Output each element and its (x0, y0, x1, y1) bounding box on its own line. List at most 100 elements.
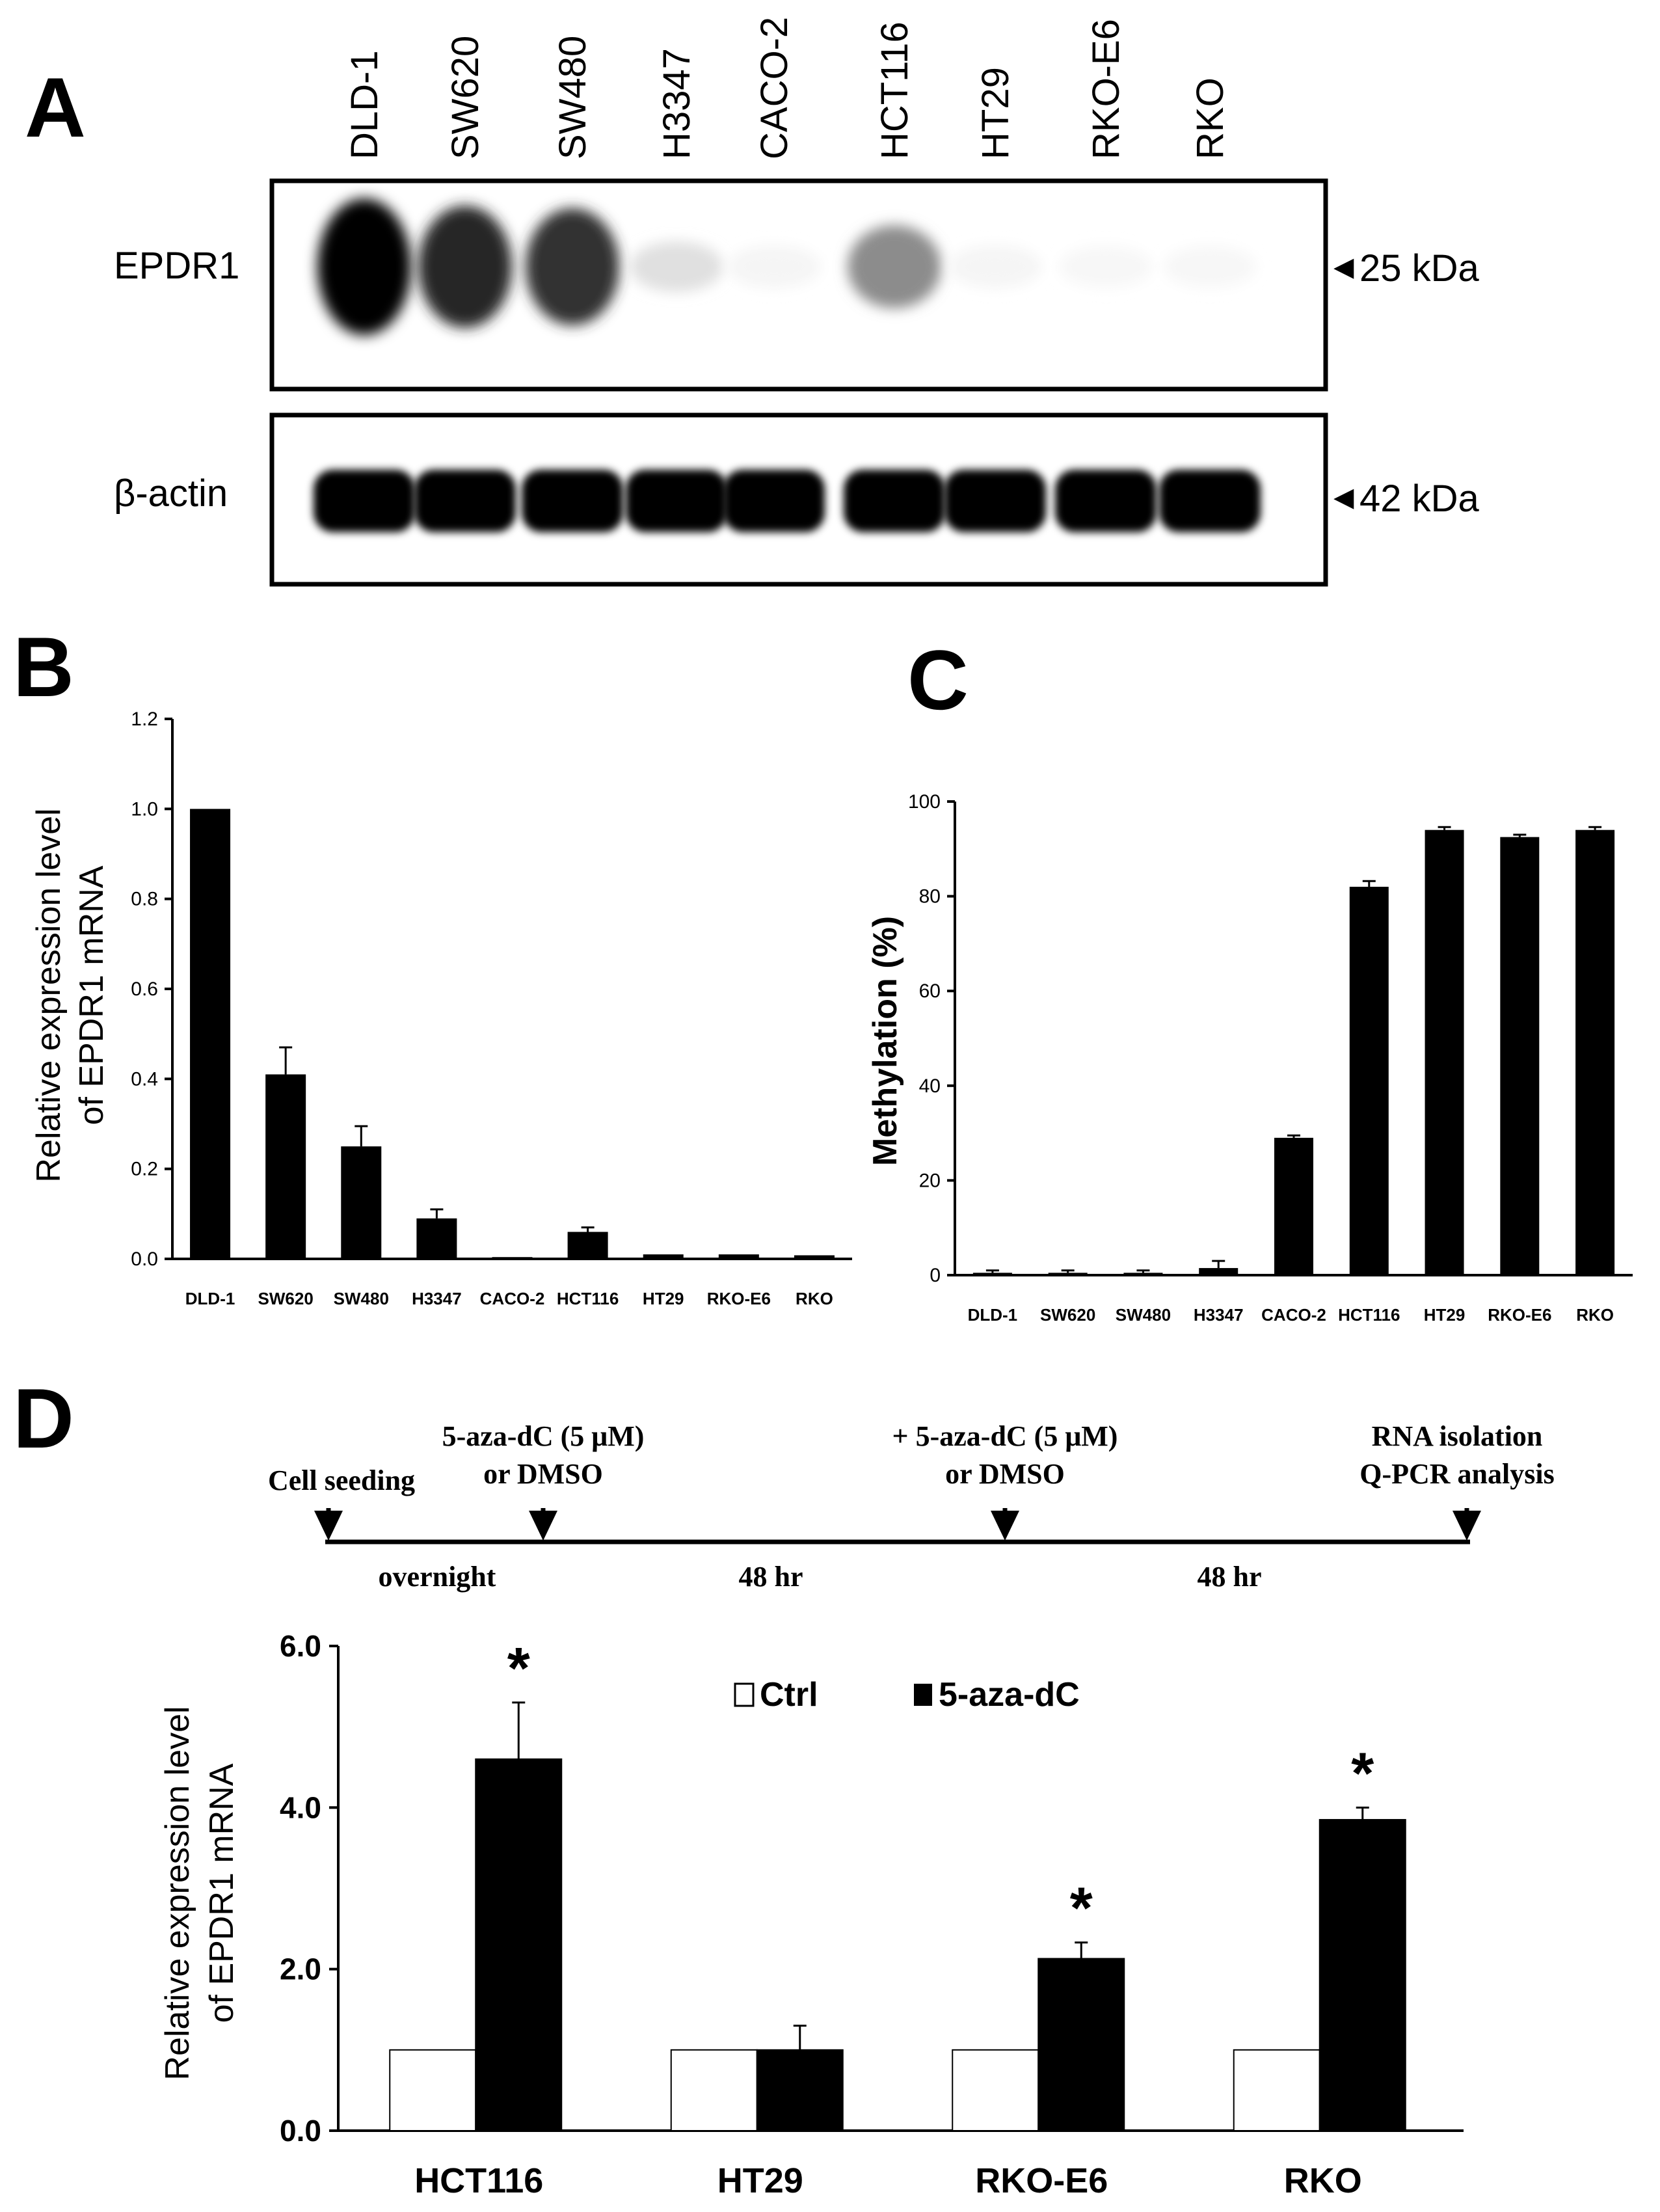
actin-label: β-actin (114, 472, 228, 515)
chart-c-xtick-caco-2: CACO-2 (1261, 1305, 1326, 1325)
chart-b-xtick-ht29: HT29 (643, 1289, 684, 1308)
chart-b-ytick-label: 1.0 (131, 798, 158, 820)
bar-b-ht29 (643, 1254, 684, 1259)
chart-c-ytick-label: 0 (930, 1265, 941, 1286)
epdr1-blot-panel (269, 178, 1328, 392)
bar-c-h3347 (1199, 1268, 1238, 1275)
bar-d-ctrl-rko-e6 (952, 2049, 1039, 2131)
timeline-arrow-icon-4 (1452, 1511, 1481, 1541)
legend: Ctrl 5-aza-dC (734, 1676, 1080, 1714)
chart-b-ytick-label: 0.2 (131, 1159, 158, 1180)
panel-label-c: C (907, 632, 969, 727)
chart-c-xtick-hct116: HCT116 (1338, 1305, 1400, 1325)
actin-marker: 42 kDa (1359, 478, 1480, 520)
timeline-interval-3: 48 hr (1198, 1561, 1262, 1593)
epdr1-band-sw620 (418, 206, 512, 328)
chart-b-ytick-label: 0.0 (131, 1248, 158, 1270)
chart-b-xtick-caco-2: CACO-2 (480, 1289, 545, 1308)
epdr1-band-h3347 (630, 241, 723, 292)
actin-band-sw620 (414, 470, 516, 532)
chart-c-xtick-sw620: SW620 (1040, 1305, 1095, 1325)
timeline-event-4-line-2: Q-PCR analysis (1359, 1458, 1554, 1490)
chart-c-ytick-label: 60 (919, 980, 941, 1002)
chart-d-ylabel-line2: of EPDR1 mRNA (203, 1763, 241, 2023)
bar-c-dld-1 (972, 1273, 1012, 1275)
chart-d-ytick-label: 0.0 (280, 2114, 321, 2148)
chart-b-xtick-rko-e6: RKO-E6 (707, 1289, 771, 1308)
legend-label-5-aza-dc: 5-aza-dC (939, 1676, 1080, 1714)
actin-band-caco-2 (723, 470, 825, 532)
chart-c-ytick-label: 100 (908, 791, 941, 813)
chart-b-ytick-label: 0.8 (131, 889, 158, 910)
lane-label-hct116: HCT116 (874, 21, 916, 159)
chart-c-xtick-dld-1: DLD-1 (968, 1305, 1018, 1325)
timeline-interval-1: overnight (379, 1561, 496, 1593)
panel-label-d: D (13, 1371, 74, 1466)
chart-d-xtick-hct116: HCT116 (414, 2161, 543, 2200)
epdr1-band-rko-e6 (1059, 245, 1153, 288)
chart-d-ytick-label: 6.0 (280, 1629, 321, 1663)
chart-b-xtick-h3347: H3347 (412, 1289, 462, 1308)
bar-c-sw620 (1048, 1273, 1088, 1275)
timeline-event-2-line-1: 5-aza-dC (5 μM) (442, 1420, 645, 1452)
lane-label-h3347: H3347 (656, 48, 698, 159)
epdr1-arrow-icon: ◄ (1327, 249, 1360, 286)
chart-d-xtick-ht29: HT29 (717, 2161, 803, 2200)
timeline-event-3-line-2: or DMSO (945, 1458, 1065, 1490)
bar-c-hct116 (1349, 887, 1389, 1275)
chart-c-xtick-rko-e6: RKO-E6 (1488, 1305, 1551, 1325)
bar-d-ctrl-ht29 (670, 2049, 758, 2131)
legend-swatch-ctrl (734, 1682, 755, 1707)
timeline-event-3-line-1: + 5-aza-dC (5 μM) (892, 1420, 1118, 1452)
chart-c-xtick-ht29: HT29 (1424, 1305, 1466, 1325)
chart-c-ytick-label: 80 (919, 886, 941, 908)
epdr1-band-caco-2 (727, 245, 821, 288)
timeline-arrow-icon-2 (529, 1511, 557, 1541)
chart-d-xtick-rko: RKO (1284, 2161, 1362, 2200)
panel-label-a: A (25, 60, 86, 155)
timeline: Cell seeding 5-aza-dC (5 μM) or DMSO + 5-az… (268, 1420, 1555, 1593)
bar-c-caco-2 (1274, 1137, 1313, 1275)
bar-b-caco-2 (492, 1257, 533, 1259)
bar-b-rko-e6 (718, 1254, 759, 1259)
epdr1-label: EPDR1 (114, 245, 239, 287)
timeline-event-2-line-2: or DMSO (483, 1458, 603, 1490)
bar-b-dld-1 (190, 809, 231, 1259)
epdr1-band-ht29 (948, 245, 1042, 288)
actin-band-ht29 (944, 470, 1046, 532)
bar-d-5-aza-dc-hct116 (475, 1758, 563, 2131)
actin-band-rko (1159, 470, 1261, 532)
epdr1-marker: 25 kDa (1359, 247, 1480, 290)
bar-d-5-aza-dc-rko-e6 (1038, 1958, 1125, 2131)
chart-b-xtick-dld-1: DLD-1 (185, 1289, 235, 1308)
chart-b-xtick-sw620: SW620 (258, 1289, 314, 1308)
bar-c-rko (1575, 830, 1615, 1275)
chart-c-ytick-label: 20 (919, 1170, 941, 1191)
actin-band-hct116 (844, 470, 945, 532)
lane-label-caco-2: CACO-2 (753, 17, 796, 159)
actin-arrow-icon: ◄ (1327, 479, 1360, 517)
lane-label-sw480: SW480 (552, 36, 594, 159)
legend-label-ctrl: Ctrl (760, 1676, 818, 1714)
chart-d-ylabel-line1: Relative expression level (159, 1706, 196, 2080)
chart-b-ytick-label: 0.6 (131, 978, 158, 1000)
chart-d-ytick-label: 4.0 (280, 1790, 321, 1824)
panel-label-b: B (13, 619, 74, 714)
chart-b-xtick-sw480: SW480 (334, 1289, 389, 1308)
chart-c-ylabel: Methylation (%) (866, 916, 904, 1166)
actin-band-rko-e6 (1055, 470, 1157, 532)
bar-b-h3347 (416, 1218, 457, 1259)
bar-b-sw480 (341, 1146, 382, 1259)
bar-b-sw620 (265, 1074, 306, 1259)
bar-d-ctrl-hct116 (389, 2049, 477, 2131)
bar-d-ctrl-rko (1233, 2049, 1320, 2131)
timeline-event-1-line-1: Cell seeding (268, 1464, 415, 1496)
chart-c: DLD-1 SW620 SW480 H3347 CACO-2 HCT116 HT29 RKO-… (866, 791, 1633, 1325)
epdr1-band-hct116 (848, 225, 941, 308)
bar-c-sw480 (1123, 1273, 1163, 1275)
bar-d-5-aza-dc-ht29 (756, 2049, 844, 2131)
bar-d-5-aza-dc-rko (1319, 1818, 1406, 2131)
lane-labels: DLD-1 SW620 SW480 H3347 CACO-2 HCT116 HT29 RKO-… (343, 17, 1231, 159)
western-blot: DLD-1 SW620 SW480 H3347 CACO-2 HCT116 HT29 RKO-… (114, 17, 1480, 587)
chart-c-ytick-label: 40 (919, 1075, 941, 1097)
